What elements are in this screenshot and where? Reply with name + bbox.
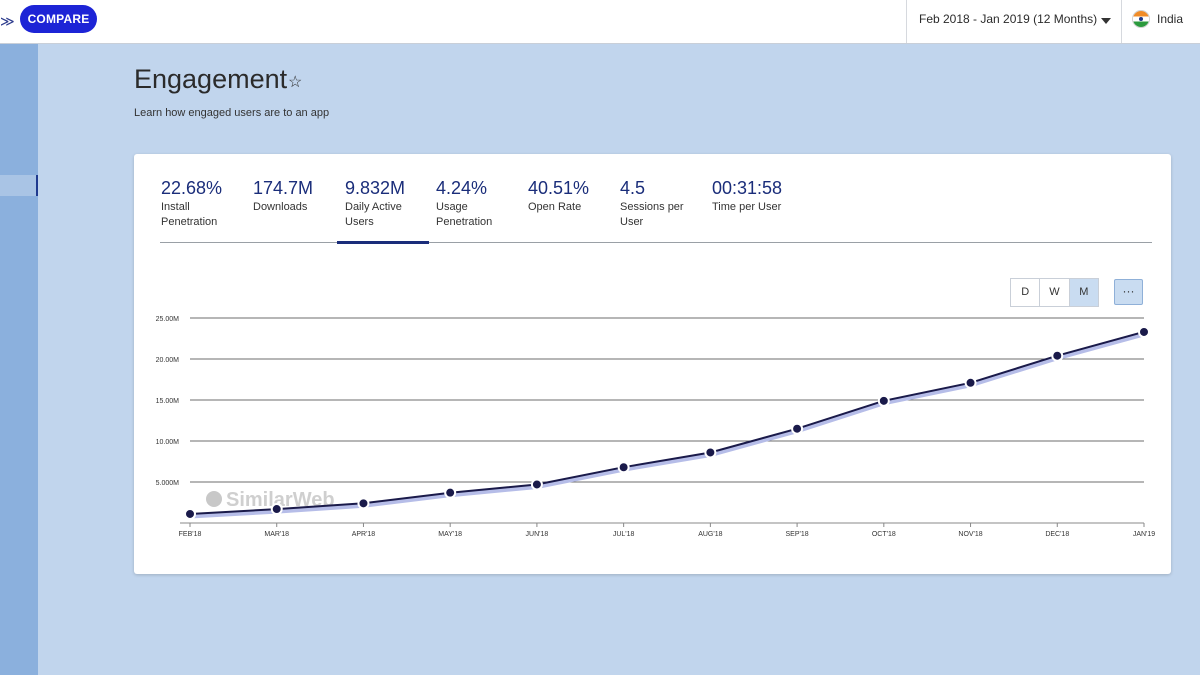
active-metric-indicator	[337, 241, 429, 244]
x-tick-label: AUG'18	[698, 531, 722, 538]
x-tick-label: SEP'18	[786, 531, 809, 538]
expand-arrow-icon[interactable]: ≫	[0, 13, 15, 29]
y-tick-label: 15.00M	[156, 398, 180, 405]
x-tick-label: JUL'18	[613, 531, 635, 538]
x-tick-label: OCT'18	[872, 531, 896, 538]
metric-label: Open Rate	[528, 201, 582, 213]
granularity-monthly-button[interactable]: M	[1069, 279, 1098, 306]
data-point	[1051, 349, 1064, 362]
metric-label: Daily Active Users	[345, 201, 402, 228]
data-point	[270, 503, 283, 516]
data-point	[704, 446, 717, 459]
page-subtitle: Learn how engaged users are to an app	[134, 107, 330, 119]
data-point	[1138, 325, 1150, 338]
watermark-text: SimilarWeb	[226, 489, 335, 511]
metric-label: Time per User	[712, 201, 782, 213]
caret-down-icon	[1101, 18, 1111, 24]
x-tick-label: APR'18	[352, 531, 376, 538]
y-tick-label: 10.00M	[156, 439, 180, 446]
data-point	[964, 376, 977, 389]
page-title: Engagement	[134, 64, 288, 94]
top-bar: ≫ COMPARE Feb 2018 - Jan 2019 (12 Months…	[0, 0, 1200, 44]
data-point	[184, 507, 196, 520]
data-point	[877, 394, 890, 407]
metric-value: 00:31:58	[712, 178, 783, 198]
date-range-label: Feb 2018 - Jan 2019 (12 Months)	[919, 12, 1098, 26]
x-tick-label: DEC'18	[1045, 531, 1069, 538]
star-icon[interactable]: ☆	[288, 74, 303, 91]
data-point	[530, 478, 543, 491]
metric-open-rate[interactable]: 40.51% Open Rate	[528, 178, 616, 215]
compare-button[interactable]: COMPARE	[20, 5, 97, 33]
x-tick-label: NOV'18	[958, 531, 982, 538]
x-tick-label: MAR'18	[264, 531, 289, 538]
x-tick-label: JUN'18	[526, 531, 549, 538]
metric-value: 9.832M	[345, 178, 406, 198]
x-tick-label: JAN'19	[1133, 531, 1155, 538]
granularity-weekly-button[interactable]: W	[1040, 279, 1070, 306]
country-label: India	[1157, 12, 1184, 26]
data-point	[444, 486, 457, 499]
similarweb-logo-icon	[206, 491, 222, 507]
granularity-toggle: D W M	[1010, 278, 1099, 307]
y-tick-label: 25.00M	[156, 316, 180, 323]
metric-downloads[interactable]: 174.7M Downloads	[253, 178, 341, 215]
metric-value: 22.68%	[161, 178, 223, 198]
metric-usage-penetration[interactable]: 4.24% Usage Penetration	[436, 178, 524, 230]
metric-label: Sessions per User	[620, 201, 684, 228]
metric-value: 4.24%	[436, 178, 488, 198]
metric-value: 4.5	[620, 178, 646, 198]
y-tick-label: 5.000M	[156, 480, 180, 487]
metrics-divider	[160, 242, 1152, 243]
data-point	[617, 461, 630, 474]
metric-label: Install Penetration	[161, 201, 218, 228]
metric-value: 40.51%	[528, 178, 590, 198]
daily-active-users-chart: 5.000M 10.00M 15.00M 20.00M 25.00M FEB'18 MAR'…	[156, 316, 1156, 538]
date-range-selector[interactable]: Feb 2018 - Jan 2019 (12 Months)	[906, 0, 1121, 43]
sidebar-active-item[interactable]	[0, 175, 38, 196]
engagement-card: 22.68% Install Penetration 174.7M Downlo…	[134, 154, 1171, 574]
metric-sessions-per-user[interactable]: 4.5 Sessions per User	[620, 178, 708, 230]
x-tick-label: FEB'18	[179, 531, 202, 538]
india-flag-icon	[1133, 11, 1149, 27]
metric-install-penetration[interactable]: 22.68% Install Penetration	[161, 178, 249, 230]
metric-daily-active-users[interactable]: 9.832M Daily Active Users	[345, 178, 433, 230]
metric-time-per-user[interactable]: 00:31:58 Time per User	[712, 178, 800, 215]
left-sidebar	[0, 44, 38, 675]
y-tick-label: 20.00M	[156, 357, 180, 364]
country-selector[interactable]: India	[1121, 0, 1200, 43]
x-tick-label: MAY'18	[438, 531, 462, 538]
metric-label: Downloads	[253, 201, 308, 213]
series-line	[189, 330, 1145, 515]
series-line-shadow	[189, 331, 1145, 519]
more-options-button[interactable]: ···	[1114, 279, 1143, 305]
data-point	[357, 497, 370, 510]
metric-label: Usage Penetration	[436, 201, 493, 228]
granularity-daily-button[interactable]: D	[1011, 279, 1041, 306]
metric-value: 174.7M	[253, 178, 314, 198]
data-point	[791, 422, 804, 435]
